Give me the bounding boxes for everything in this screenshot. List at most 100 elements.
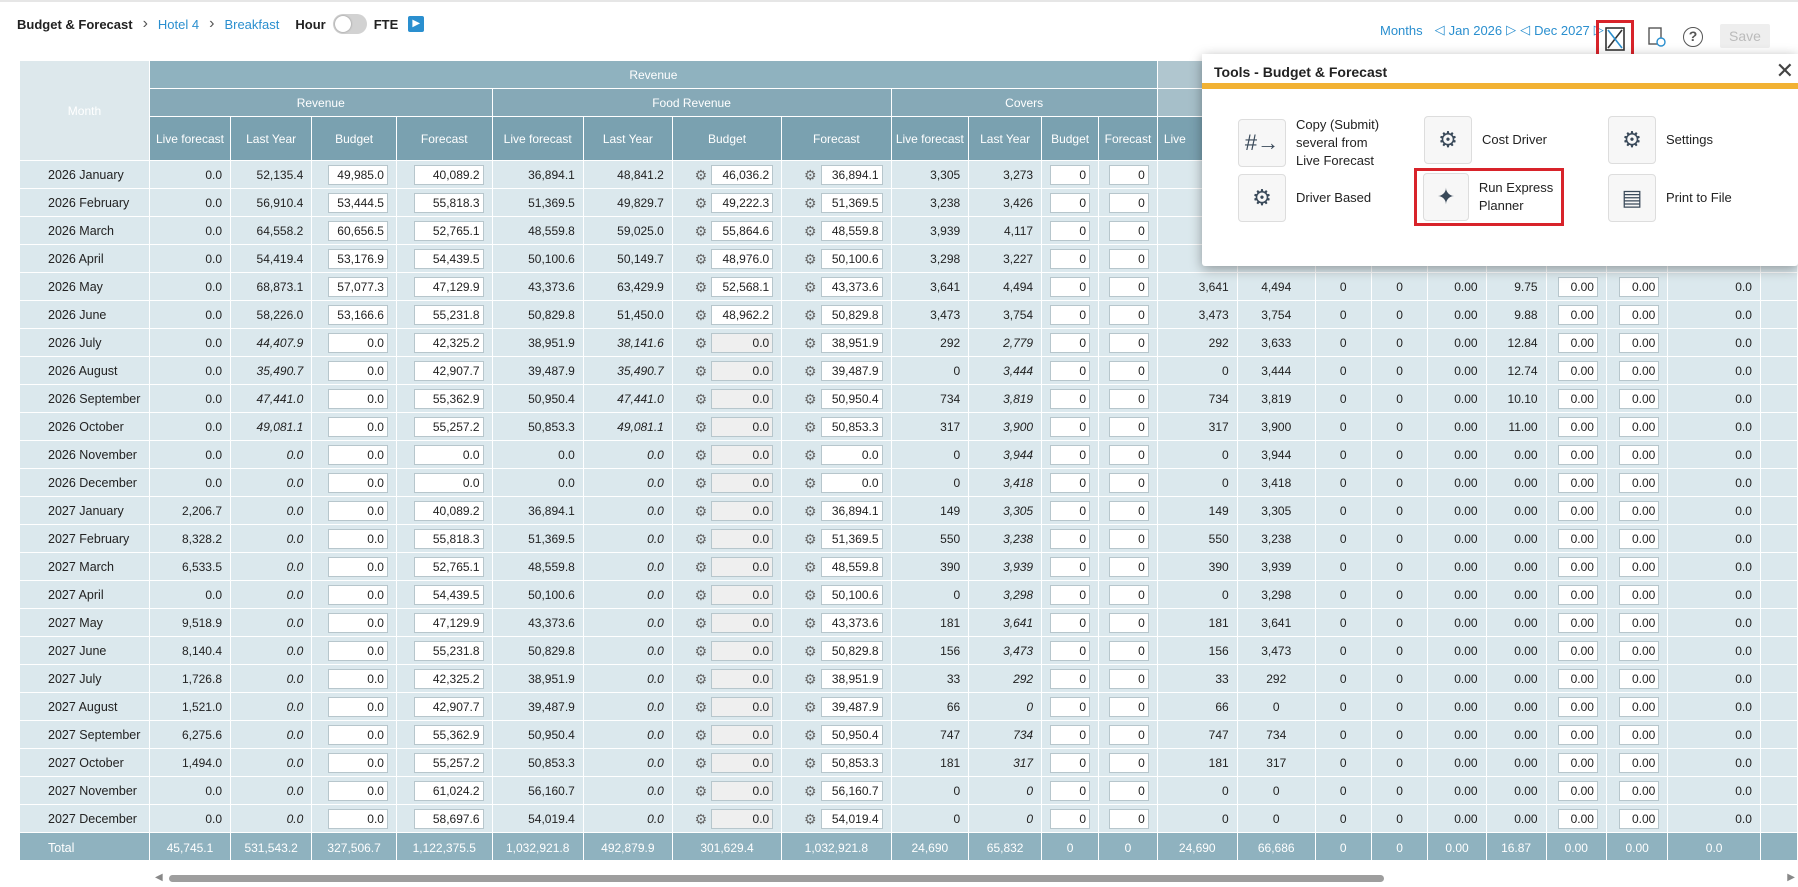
value-input[interactable]: 0.00 [1557, 528, 1598, 549]
value-input[interactable]: 0 [1050, 472, 1091, 493]
robot-icon[interactable]: ⚙ [694, 446, 708, 463]
value-input[interactable]: 42,907.7 [414, 360, 484, 381]
save-button[interactable]: Save [1720, 24, 1770, 48]
robot-icon[interactable]: ⚙ [803, 754, 817, 771]
robot-icon[interactable]: ⚙ [694, 586, 708, 603]
value-input[interactable]: 0 [1108, 556, 1149, 577]
value-input[interactable]: 0.0 [711, 640, 774, 661]
value-input[interactable]: 0.0 [328, 780, 388, 801]
value-input[interactable]: 53,166.6 [328, 304, 388, 325]
value-input[interactable]: 0.0 [711, 808, 774, 829]
value-input[interactable]: 60,656.5 [328, 220, 388, 241]
robot-icon[interactable]: ⚙ [803, 698, 817, 715]
value-input[interactable]: 0.00 [1619, 360, 1660, 381]
print-to-file-tool[interactable]: ▤ Print to File [1608, 174, 1732, 222]
scroll-left-icon[interactable]: ◀ [155, 872, 163, 883]
value-input[interactable]: 50,829.8 [820, 304, 883, 325]
value-input[interactable]: 0.00 [1619, 416, 1660, 437]
value-input[interactable]: 0.0 [328, 612, 388, 633]
robot-icon[interactable]: ⚙ [803, 250, 817, 267]
value-input[interactable]: 0.00 [1619, 388, 1660, 409]
value-input[interactable]: 0 [1050, 612, 1091, 633]
value-input[interactable]: 39,487.9 [820, 360, 883, 381]
value-input[interactable]: 55,231.8 [414, 640, 484, 661]
value-input[interactable]: 0 [1108, 248, 1149, 269]
copy-submit-tool[interactable]: #→ Copy (Submit) several from Live Forec… [1238, 116, 1398, 170]
value-input[interactable]: 0.00 [1619, 556, 1660, 577]
robot-icon[interactable]: ⚙ [803, 334, 817, 351]
value-input[interactable]: 43,373.6 [820, 276, 883, 297]
value-input[interactable]: 0 [1108, 668, 1149, 689]
value-input[interactable]: 0.00 [1619, 332, 1660, 353]
value-input[interactable]: 0 [1050, 248, 1091, 269]
value-input[interactable]: 55,257.2 [414, 416, 484, 437]
robot-icon[interactable]: ⚙ [694, 642, 708, 659]
value-input[interactable]: 0 [1050, 500, 1091, 521]
value-input[interactable]: 0.0 [328, 640, 388, 661]
value-input[interactable]: 50,100.6 [820, 248, 883, 269]
value-input[interactable]: 48,976.0 [711, 248, 774, 269]
value-input[interactable]: 0.00 [1557, 388, 1598, 409]
value-input[interactable]: 0.00 [1557, 360, 1598, 381]
value-input[interactable]: 0.00 [1619, 640, 1660, 661]
robot-icon[interactable]: ⚙ [694, 698, 708, 715]
value-input[interactable]: 0.0 [711, 360, 774, 381]
value-input[interactable]: 48,962.2 [711, 304, 774, 325]
robot-icon[interactable]: ⚙ [694, 250, 708, 267]
value-input[interactable]: 0 [1050, 276, 1091, 297]
value-input[interactable]: 0 [1050, 444, 1091, 465]
value-input[interactable]: 0.00 [1557, 724, 1598, 745]
value-input[interactable]: 0 [1108, 416, 1149, 437]
value-input[interactable]: 52,568.1 [711, 276, 774, 297]
robot-icon[interactable]: ⚙ [694, 474, 708, 491]
value-input[interactable]: 0.0 [328, 556, 388, 577]
help-icon[interactable]: ? [1680, 24, 1706, 50]
breadcrumb-outlet-link[interactable]: Breakfast [224, 16, 280, 32]
value-input[interactable]: 0.00 [1619, 444, 1660, 465]
value-input[interactable]: 0.00 [1557, 276, 1598, 297]
value-input[interactable]: 0 [1108, 696, 1149, 717]
value-input[interactable]: 0.00 [1557, 332, 1598, 353]
value-input[interactable]: 36,894.1 [820, 500, 883, 521]
robot-icon[interactable]: ⚙ [803, 222, 817, 239]
value-input[interactable]: 42,325.2 [414, 668, 484, 689]
value-input[interactable]: 50,950.4 [820, 724, 883, 745]
robot-icon[interactable]: ⚙ [694, 278, 708, 295]
value-input[interactable]: 38,951.9 [820, 668, 883, 689]
value-input[interactable]: 0 [1108, 500, 1149, 521]
value-input[interactable]: 0.00 [1557, 696, 1598, 717]
value-input[interactable]: 46,036.2 [711, 164, 774, 185]
value-input[interactable]: 0 [1050, 304, 1091, 325]
value-input[interactable]: 0 [1050, 668, 1091, 689]
value-input[interactable]: 0.0 [820, 444, 883, 465]
robot-icon[interactable]: ⚙ [694, 306, 708, 323]
value-input[interactable]: 51,369.5 [820, 528, 883, 549]
value-input[interactable]: 0 [1108, 164, 1149, 185]
value-input[interactable]: 57,077.3 [328, 276, 388, 297]
value-input[interactable]: 0.0 [328, 472, 388, 493]
value-input[interactable]: 55,362.9 [414, 724, 484, 745]
value-input[interactable]: 50,829.8 [820, 640, 883, 661]
value-input[interactable]: 0.0 [711, 528, 774, 549]
value-input[interactable]: 0 [1050, 780, 1091, 801]
value-input[interactable]: 0 [1108, 472, 1149, 493]
value-input[interactable]: 0.0 [711, 472, 774, 493]
value-input[interactable]: 47,129.9 [414, 612, 484, 633]
robot-icon[interactable]: ⚙ [694, 754, 708, 771]
breadcrumb-hotel-link[interactable]: Hotel 4 [157, 16, 200, 32]
value-input[interactable]: 53,444.5 [328, 192, 388, 213]
robot-icon[interactable]: ⚙ [803, 670, 817, 687]
value-input[interactable]: 0 [1108, 192, 1149, 213]
value-input[interactable]: 0.00 [1619, 668, 1660, 689]
value-input[interactable]: 0.0 [414, 472, 484, 493]
robot-icon[interactable]: ⚙ [694, 222, 708, 239]
value-input[interactable]: 0.00 [1619, 304, 1660, 325]
value-input[interactable]: 0 [1108, 332, 1149, 353]
value-input[interactable]: 0 [1050, 192, 1091, 213]
value-input[interactable]: 0.0 [328, 416, 388, 437]
value-input[interactable]: 0.00 [1619, 780, 1660, 801]
end-period[interactable]: Dec 2027 [1534, 22, 1590, 38]
value-input[interactable]: 0 [1108, 584, 1149, 605]
value-input[interactable]: 0 [1050, 556, 1091, 577]
robot-icon[interactable]: ⚙ [803, 810, 817, 827]
